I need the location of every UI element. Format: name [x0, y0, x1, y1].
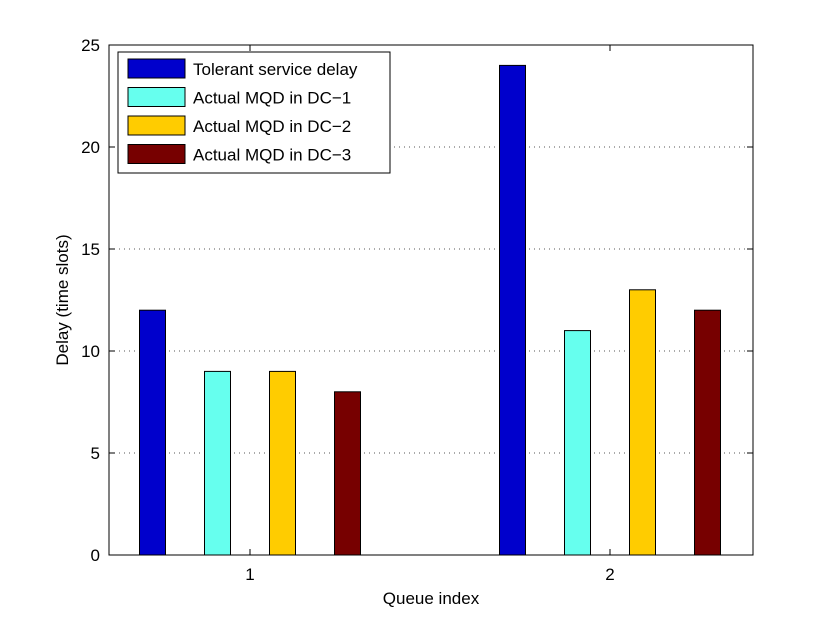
- legend-swatch: [127, 144, 186, 164]
- y-tick-label: 15: [81, 240, 100, 259]
- bar: [499, 64, 526, 556]
- legend-label: Actual MQD in DC−3: [193, 146, 351, 165]
- y-tick-label: 5: [91, 444, 100, 463]
- ticks: 0 5 10 15 20 25 1 2: [81, 36, 753, 584]
- bar: [629, 289, 656, 556]
- legend-swatch: [127, 58, 186, 79]
- legend-swatch: [127, 115, 186, 136]
- y-tick-label: 10: [81, 342, 100, 361]
- bar: [564, 330, 591, 556]
- y-tick-label: 0: [91, 546, 100, 565]
- bar: [694, 309, 721, 556]
- bars: [139, 64, 721, 556]
- plot-frame: [108, 44, 754, 556]
- legend-label: Actual MQD in DC−2: [193, 117, 351, 136]
- bar: [334, 391, 361, 556]
- legend: Tolerant service delay Actual MQD in DC−1…: [117, 51, 391, 174]
- y-axis-label: Delay (time slots): [53, 234, 72, 365]
- legend-label: Actual MQD in DC−1: [193, 89, 351, 108]
- bar: [204, 370, 231, 556]
- y-tick-label: 25: [81, 36, 100, 55]
- y-tick-label: 20: [81, 138, 100, 157]
- x-tick-label: 2: [605, 565, 614, 584]
- x-tick-label: 1: [245, 565, 254, 584]
- bar: [139, 309, 166, 556]
- x-axis-label: Queue index: [383, 589, 480, 608]
- legend-label: Tolerant service delay: [193, 60, 358, 79]
- bar: [269, 370, 296, 556]
- legend-swatch: [127, 87, 186, 107]
